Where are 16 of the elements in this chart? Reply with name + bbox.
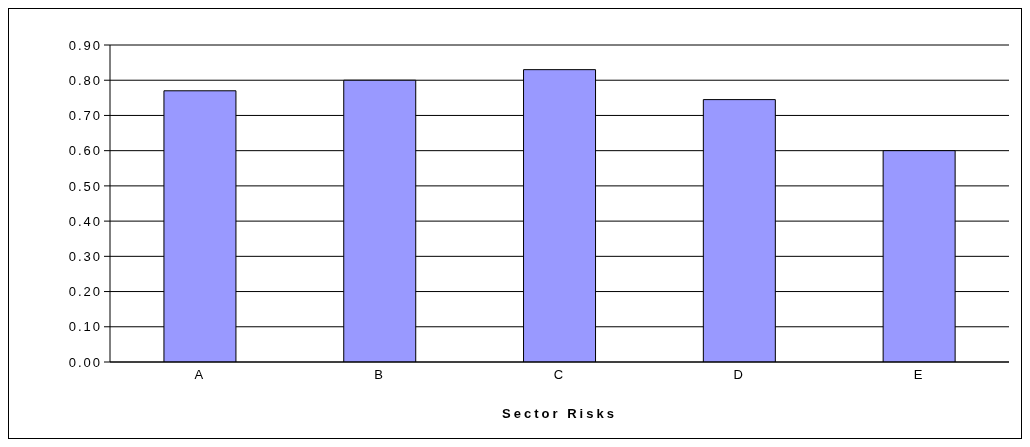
y-tick-label: 0.80 <box>68 72 102 88</box>
y-tick-label: 0.90 <box>68 37 102 53</box>
x-tick-label: C <box>553 367 566 383</box>
y-tick-label: 0.40 <box>68 213 102 229</box>
x-tick-label: B <box>374 367 386 383</box>
y-tick-label: 0.50 <box>68 178 102 194</box>
x-tick-label: A <box>194 367 206 383</box>
y-tick-label: 0.70 <box>68 108 102 124</box>
y-tick-label: 0.20 <box>68 284 102 300</box>
x-tick-label: D <box>733 367 745 383</box>
y-tick-label: 0.60 <box>68 143 102 159</box>
y-tick-label: 0.30 <box>68 248 102 264</box>
x-axis-title: Sector Risks <box>502 406 617 421</box>
y-tick-label: 0.10 <box>68 319 102 335</box>
y-tick-label: 0.00 <box>68 354 102 370</box>
x-tick-label: E <box>913 367 925 383</box>
